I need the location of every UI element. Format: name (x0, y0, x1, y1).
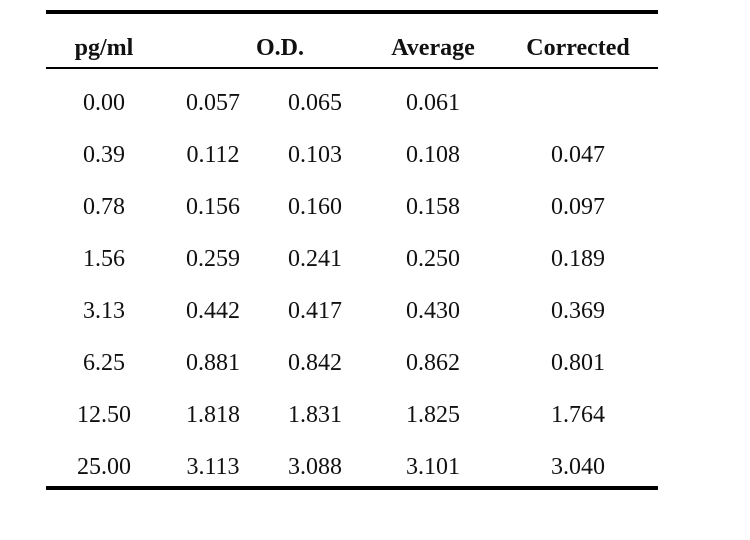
cell-average: 0.862 (406, 350, 460, 376)
cell-concentration: 0.00 (83, 90, 125, 116)
cell-concentration: 25.00 (77, 454, 131, 480)
table-top-rule (46, 10, 658, 14)
header-corrected: Corrected (526, 35, 630, 61)
cell-od-1: 1.818 (186, 402, 240, 428)
cell-od-1: 0.156 (186, 194, 240, 220)
cell-corrected: 0.801 (551, 350, 605, 376)
table-header-rule (46, 67, 658, 69)
cell-od-2: 0.160 (288, 194, 342, 220)
cell-corrected: 3.040 (551, 454, 605, 480)
cell-concentration: 3.13 (83, 298, 125, 324)
table-bottom-rule (46, 486, 658, 490)
cell-concentration: 6.25 (83, 350, 125, 376)
cell-od-2: 0.241 (288, 246, 342, 272)
cell-od-2: 1.831 (288, 402, 342, 428)
cell-od-1: 0.057 (186, 90, 240, 116)
cell-concentration: 0.39 (83, 142, 125, 168)
cell-od-2: 0.065 (288, 90, 342, 116)
cell-average: 1.825 (406, 402, 460, 428)
cell-concentration: 0.78 (83, 194, 125, 220)
cell-od-2: 3.088 (288, 454, 342, 480)
cell-od-2: 0.103 (288, 142, 342, 168)
cell-average: 3.101 (406, 454, 460, 480)
cell-average: 0.158 (406, 194, 460, 220)
cell-corrected: 0.189 (551, 246, 605, 272)
data-table: pg/ml O.D. Average Corrected 0.00 0.057 0.… (46, 10, 658, 490)
cell-od-1: 3.113 (186, 454, 240, 480)
cell-concentration: 1.56 (83, 246, 125, 272)
cell-od-1: 0.442 (186, 298, 240, 324)
cell-od-2: 0.842 (288, 350, 342, 376)
cell-od-1: 0.259 (186, 246, 240, 272)
cell-corrected: 0.369 (551, 298, 605, 324)
cell-corrected: 0.097 (551, 194, 605, 220)
header-concentration: pg/ml (74, 35, 134, 61)
cell-corrected: 0.047 (551, 142, 605, 168)
cell-average: 0.108 (406, 142, 460, 168)
cell-od-1: 0.112 (186, 142, 240, 168)
header-od: O.D. (256, 35, 304, 61)
cell-average: 0.061 (406, 90, 460, 116)
cell-concentration: 12.50 (77, 402, 131, 428)
cell-od-2: 0.417 (288, 298, 342, 324)
cell-average: 0.430 (406, 298, 460, 324)
header-average: Average (391, 35, 475, 61)
cell-corrected: 1.764 (551, 402, 605, 428)
cell-od-1: 0.881 (186, 350, 240, 376)
cell-average: 0.250 (406, 246, 460, 272)
